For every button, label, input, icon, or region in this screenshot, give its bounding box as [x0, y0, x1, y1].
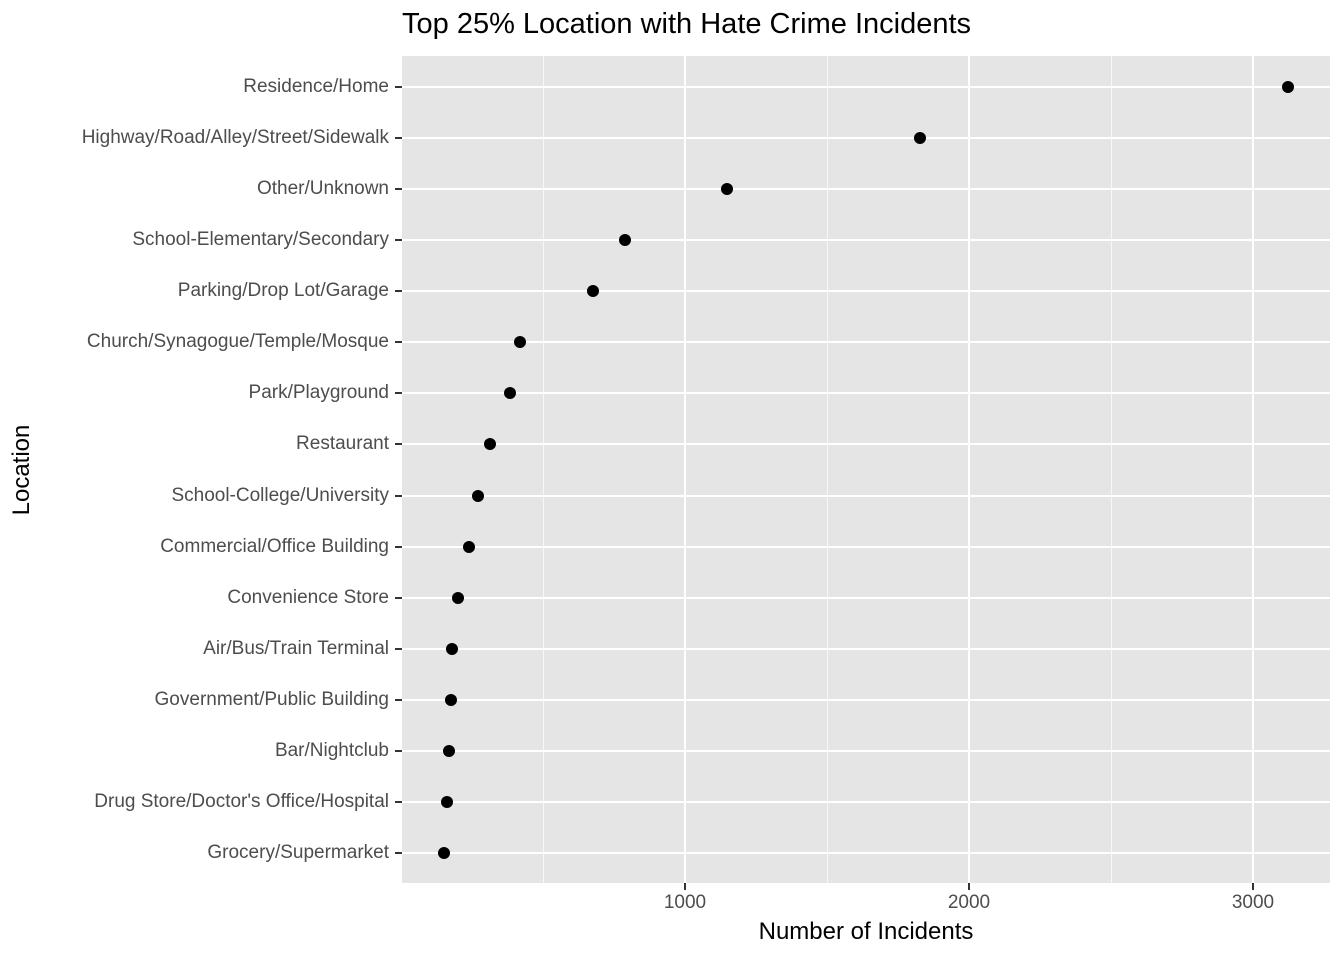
y-tick-label: School-College/University	[171, 484, 389, 506]
minor-gridline	[542, 56, 544, 883]
y-tick-label: Parking/Drop Lot/Garage	[177, 280, 389, 302]
y-tick-label: Convenience Store	[227, 586, 389, 608]
x-tick-mark	[684, 883, 686, 890]
row-gridline	[402, 494, 1330, 497]
x-axis-title: Number of Incidents	[758, 918, 974, 945]
y-tick-label: Restaurant	[296, 433, 389, 455]
data-point	[452, 591, 465, 604]
y-tick-label: Residence/Home	[243, 76, 389, 97]
x-tick-label: 3000	[1231, 892, 1275, 913]
row-gridline	[402, 86, 1330, 88]
x-tick-label: 2000	[947, 892, 991, 913]
x-tick-mark	[968, 883, 970, 890]
minor-gridline	[1110, 56, 1112, 883]
data-point	[504, 387, 517, 400]
major-gridline	[684, 56, 686, 883]
y-tick-label: Commercial/Office Building	[160, 535, 389, 557]
y-tick-mark	[395, 239, 402, 242]
y-tick-label: Bar/Nightclub	[274, 739, 389, 761]
y-tick-mark	[395, 800, 402, 803]
data-point	[471, 489, 484, 502]
row-gridline	[402, 341, 1330, 344]
data-point	[437, 847, 450, 860]
row-gridline	[402, 749, 1330, 752]
y-tick-mark	[395, 290, 402, 293]
y-tick-mark	[395, 494, 402, 497]
y-tick-mark	[395, 341, 402, 344]
minor-gridline	[826, 56, 828, 883]
data-point	[446, 642, 459, 655]
y-tick-mark	[395, 749, 402, 752]
x-tick-mark	[1252, 883, 1254, 890]
row-gridline	[402, 443, 1330, 446]
row-gridline	[402, 392, 1330, 395]
row-gridline	[402, 698, 1330, 701]
y-tick-mark	[395, 86, 402, 88]
y-tick-mark	[395, 443, 402, 446]
y-axis-title: Location	[8, 424, 35, 516]
y-tick-label: Government/Public Building	[154, 688, 389, 710]
y-tick-label: Park/Playground	[248, 382, 389, 404]
row-gridline	[402, 852, 1330, 855]
chart-title: Top 25% Location with Hate Crime Inciden…	[402, 8, 972, 40]
x-tick-label: 1000	[663, 892, 707, 913]
y-tick-mark	[395, 545, 402, 548]
data-point	[586, 285, 599, 298]
y-tick-mark	[395, 596, 402, 599]
row-gridline	[402, 137, 1330, 140]
plot-panel	[402, 56, 1330, 883]
y-tick-label: Highway/Road/Alley/Street/Sidewalk	[81, 127, 389, 149]
row-gridline	[402, 188, 1330, 191]
y-tick-label: Church/Synagogue/Temple/Mosque	[86, 331, 389, 353]
y-tick-label: School-Elementary/Secondary	[132, 229, 389, 251]
data-point	[444, 693, 457, 706]
y-tick-mark	[395, 188, 402, 191]
row-gridline	[402, 239, 1330, 242]
data-point	[513, 336, 526, 349]
data-point	[462, 540, 475, 553]
y-tick-mark	[395, 852, 402, 855]
data-point	[483, 438, 496, 451]
y-tick-mark	[395, 647, 402, 650]
y-tick-label: Air/Bus/Train Terminal	[203, 637, 389, 659]
row-gridline	[402, 647, 1330, 650]
data-point	[619, 234, 632, 247]
y-tick-mark	[395, 698, 402, 701]
y-tick-label: Drug Store/Doctor's Office/Hospital	[94, 790, 389, 812]
data-point	[913, 132, 926, 145]
data-point	[1281, 81, 1294, 93]
data-point	[721, 183, 734, 196]
y-tick-mark	[395, 137, 402, 140]
y-tick-mark	[395, 392, 402, 395]
y-tick-label: Grocery/Supermarket	[207, 842, 389, 864]
major-gridline	[968, 56, 970, 883]
data-point	[442, 744, 455, 757]
row-gridline	[402, 290, 1330, 293]
y-tick-label: Other/Unknown	[256, 178, 389, 200]
data-point	[441, 795, 453, 808]
row-gridline	[402, 596, 1330, 599]
row-gridline	[402, 545, 1330, 548]
major-gridline	[1252, 56, 1254, 883]
row-gridline	[402, 800, 1330, 803]
